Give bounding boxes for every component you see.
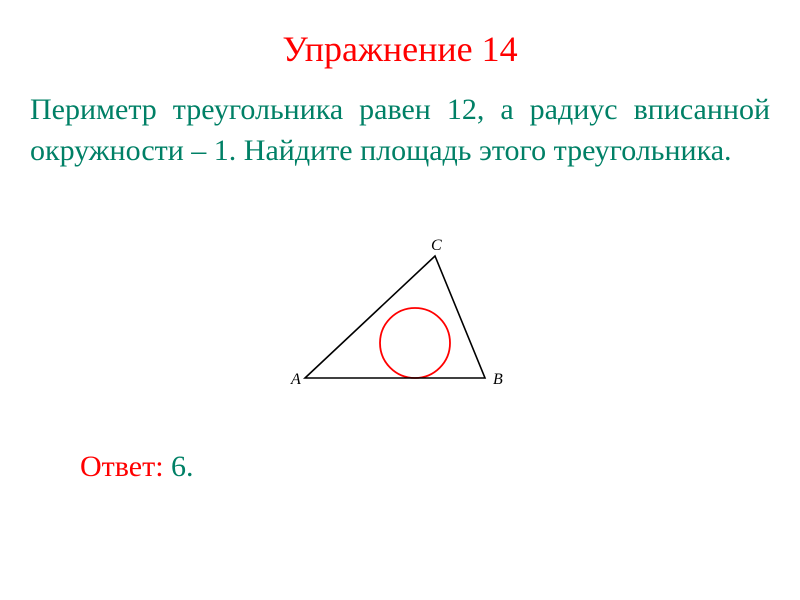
vertex-label-A: A — [290, 371, 301, 388]
problem-text: Периметр треугольника равен 12, а радиус… — [30, 90, 770, 171]
incircle — [380, 308, 450, 378]
answer-value: 6. — [164, 450, 194, 483]
triangle — [305, 256, 485, 378]
answer-line: Ответ: 6. — [80, 450, 194, 484]
triangle-incircle-diagram: A B C — [285, 238, 515, 408]
exercise-title: Упражнение 14 — [0, 28, 800, 70]
answer-label: Ответ: — [80, 450, 164, 483]
slide: Упражнение 14 Периметр треугольника раве… — [0, 0, 800, 600]
diagram-container: A B C — [0, 238, 800, 413]
vertex-label-B: B — [493, 371, 503, 388]
vertex-label-C: C — [431, 238, 442, 254]
